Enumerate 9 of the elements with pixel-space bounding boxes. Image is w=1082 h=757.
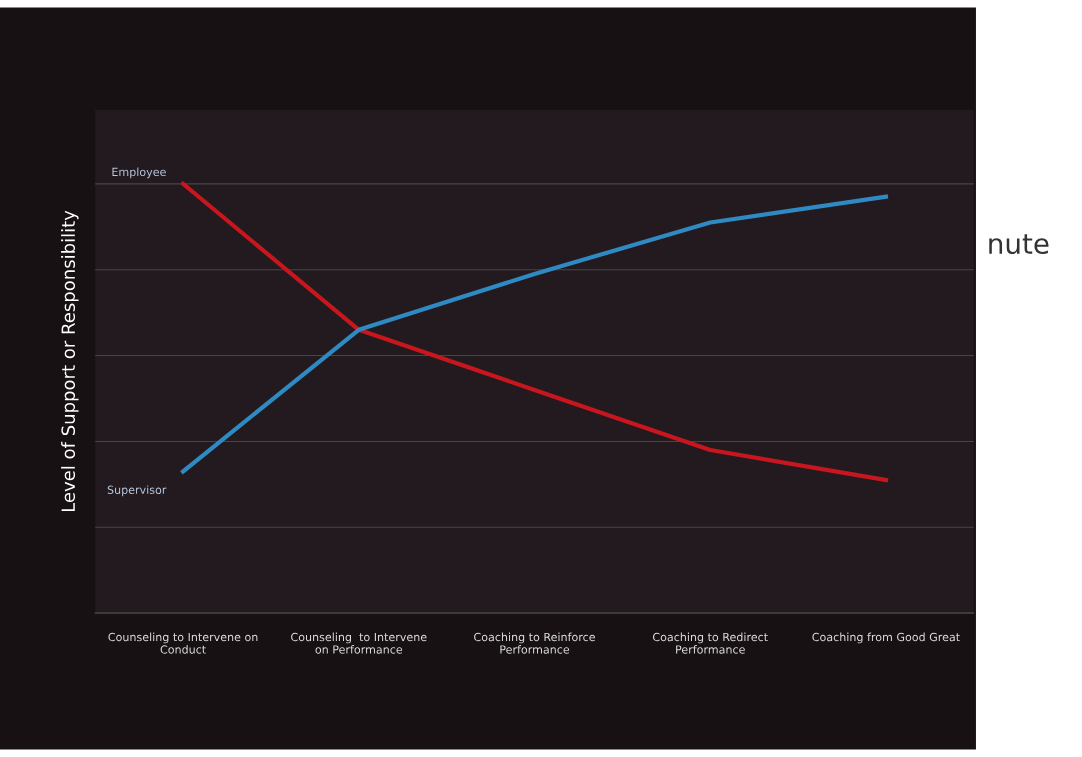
x-tick-label: Coaching to Reinforce Performance xyxy=(474,632,595,654)
text: Employee xyxy=(112,167,166,179)
y-axis-title: Level of Support or Responsibility xyxy=(61,210,79,512)
x-tick-label: Coaching to Redirect Performance xyxy=(652,632,768,654)
x-tick-label: Coaching from Good Great xyxy=(812,632,960,644)
x-tick-label: Counseling to Intervene on Performance xyxy=(291,632,427,654)
text: nute xyxy=(989,234,1049,255)
annotation: Supervisor xyxy=(107,485,167,497)
x-tick-label: Counseling to Intervene on Conduct xyxy=(108,632,258,654)
